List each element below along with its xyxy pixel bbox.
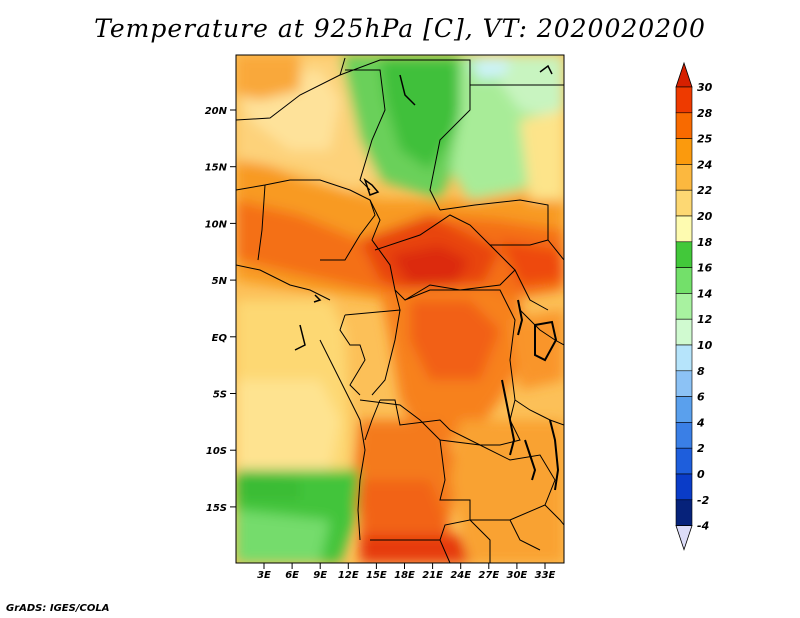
colorbar-segment [675, 112, 693, 139]
colorbar-segment [675, 215, 693, 243]
colorbar-label: 20 [697, 210, 713, 223]
lat-label: 5S [213, 390, 227, 401]
colorbar-segment [675, 189, 693, 217]
colorbar-segment [675, 86, 693, 114]
colorbar-segment [675, 267, 693, 294]
colorbar-bottom-arrow [675, 525, 693, 551]
colorbar-label: 2 [697, 442, 705, 455]
lon-label: 27E [478, 570, 499, 581]
colorbar-label: 12 [697, 313, 713, 326]
lon-label: 12E [338, 570, 359, 581]
colorbar-label: 22 [697, 184, 713, 197]
colorbar-label: 30 [697, 81, 713, 94]
colorbar-label: 18 [697, 236, 713, 249]
lat-label: EQ [212, 333, 228, 344]
colorbar-label: 6 [697, 391, 705, 404]
colorbar-label: 24 [697, 158, 712, 171]
colorbar-label: 28 [697, 107, 713, 120]
colorbar-label: 10 [697, 339, 713, 352]
colorbar-segment [675, 344, 693, 372]
colorbar-label: 8 [697, 365, 705, 378]
colorbar-segment [675, 241, 693, 268]
credit-label: GrADS: IGES/COLA [6, 603, 110, 614]
map-title: Temperature at 925hPa [C], VT: 202002020… [94, 14, 706, 43]
colorbar-segment [675, 318, 693, 346]
colorbar-segment [675, 138, 693, 165]
colorbar-label: 4 [696, 416, 705, 429]
colorbar-segment [675, 447, 693, 475]
colorbar-top-arrow [675, 61, 693, 88]
country-borders [236, 57, 564, 563]
lon-label: 30E [507, 570, 528, 581]
colorbar-segment [675, 396, 693, 423]
colorbar-segment [675, 499, 693, 526]
lat-label: 10S [206, 446, 227, 457]
lon-label: 6E [285, 570, 299, 581]
lat-label: 15S [206, 503, 227, 514]
colorbar-label: 14 [697, 287, 712, 300]
lon-label: 24E [450, 570, 471, 581]
lon-label: 3E [257, 570, 271, 581]
longitude-axis: 3E 6E 9E 12E 15E 18E 21E 24E 27E 30E 33E [257, 563, 556, 581]
lon-label: 18E [394, 570, 415, 581]
colorbar-label: 25 [697, 133, 713, 146]
lon-label: 33E [535, 570, 556, 581]
lon-label: 15E [366, 570, 387, 581]
colorbar-segment [675, 370, 693, 397]
colorbar-segment [675, 293, 693, 320]
lon-label: 21E [422, 570, 443, 581]
colorbar-segment [675, 473, 693, 501]
colorbar-label: 16 [697, 262, 713, 275]
latitude-axis: 20N 15N 10N 5N EQ 5S 10S 15S [205, 106, 236, 514]
colorbar-label: 0 [697, 468, 705, 481]
map-frame [235, 54, 565, 564]
lat-label: 5N [212, 276, 228, 287]
colorbar-label: -2 [697, 494, 710, 507]
lat-label: 10N [205, 219, 228, 230]
colorbar-segment [675, 164, 693, 191]
colorbar-label: -4 [697, 520, 709, 533]
lon-label: 9E [313, 570, 327, 581]
lat-label: 15N [205, 163, 228, 174]
colorbar-segment [675, 422, 693, 449]
lat-label: 20N [205, 106, 228, 117]
